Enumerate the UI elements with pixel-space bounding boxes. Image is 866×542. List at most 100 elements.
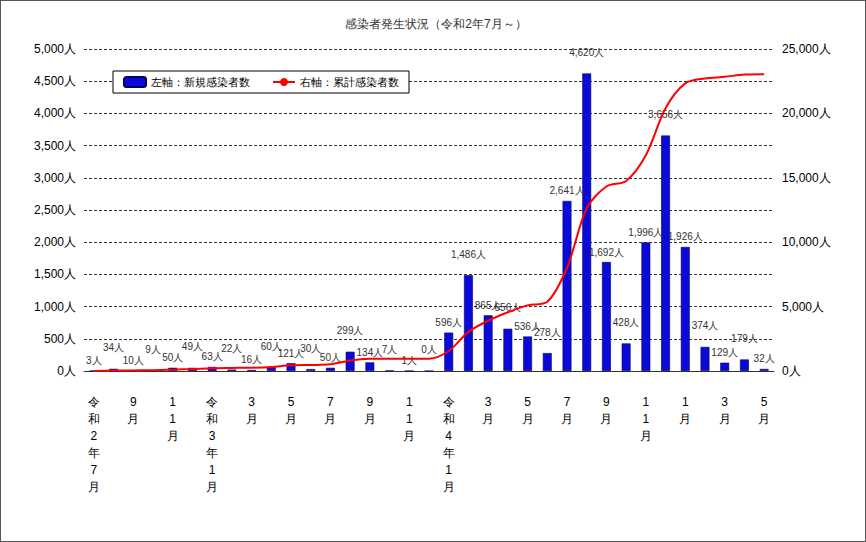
svg-text:3: 3 [209, 429, 216, 443]
svg-text:令: 令 [206, 395, 218, 409]
svg-text:129人: 129人 [711, 347, 738, 358]
svg-text:2: 2 [91, 429, 98, 443]
svg-text:2,500人: 2,500人 [34, 203, 76, 217]
svg-text:年: 年 [88, 446, 100, 460]
svg-text:4,500人: 4,500人 [34, 74, 76, 88]
svg-text:年: 年 [443, 446, 455, 460]
svg-text:左軸：新規感染者数: 左軸：新規感染者数 [151, 76, 250, 88]
svg-text:月: 月 [679, 412, 691, 426]
svg-text:3人: 3人 [86, 355, 102, 366]
svg-text:月: 月 [719, 412, 731, 426]
svg-text:1: 1 [406, 395, 413, 409]
svg-text:134人: 134人 [357, 347, 384, 358]
svg-text:月: 月 [127, 412, 139, 426]
svg-text:1: 1 [169, 395, 176, 409]
svg-text:9: 9 [603, 395, 610, 409]
svg-text:令: 令 [443, 395, 455, 409]
svg-text:月: 月 [364, 412, 376, 426]
svg-text:月: 月 [285, 412, 297, 426]
svg-text:299人: 299人 [337, 325, 364, 336]
svg-text:5: 5 [524, 395, 531, 409]
svg-text:5,000人: 5,000人 [782, 300, 824, 314]
svg-text:年: 年 [206, 446, 218, 460]
svg-text:1,500人: 1,500人 [34, 267, 76, 281]
svg-text:月: 月 [167, 429, 179, 443]
svg-text:32人: 32人 [754, 353, 775, 364]
svg-text:3: 3 [485, 395, 492, 409]
svg-text:10,000人: 10,000人 [782, 235, 831, 249]
svg-text:500人: 500人 [44, 332, 76, 346]
svg-text:右軸：累計感染者数: 右軸：累計感染者数 [300, 76, 399, 88]
svg-text:16人: 16人 [241, 354, 262, 365]
svg-text:4,000人: 4,000人 [34, 106, 76, 120]
svg-text:月: 月 [403, 429, 415, 443]
svg-text:和: 和 [206, 412, 218, 426]
svg-text:令: 令 [88, 395, 100, 409]
svg-text:1人: 1人 [402, 355, 418, 366]
svg-text:7: 7 [564, 395, 571, 409]
svg-text:月: 月 [88, 480, 100, 494]
svg-text:月: 月 [600, 412, 612, 426]
svg-text:1: 1 [169, 412, 176, 426]
svg-text:20,000人: 20,000人 [782, 106, 831, 120]
svg-text:1: 1 [209, 463, 216, 477]
svg-text:7人: 7人 [382, 344, 398, 355]
svg-text:22人: 22人 [221, 343, 242, 354]
svg-text:月: 月 [522, 412, 534, 426]
svg-text:2,000人: 2,000人 [34, 235, 76, 249]
svg-text:30人: 30人 [300, 343, 321, 354]
svg-text:月: 月 [443, 480, 455, 494]
svg-text:10人: 10人 [123, 355, 144, 366]
svg-text:0人: 0人 [782, 364, 801, 378]
svg-text:63人: 63人 [202, 351, 223, 362]
svg-text:4: 4 [445, 429, 452, 443]
svg-text:5: 5 [288, 395, 295, 409]
svg-text:3,000人: 3,000人 [34, 171, 76, 185]
svg-text:和: 和 [88, 412, 100, 426]
svg-text:月: 月 [640, 429, 652, 443]
svg-text:596人: 596人 [435, 317, 462, 328]
svg-text:9人: 9人 [145, 344, 161, 355]
svg-text:49人: 49人 [182, 341, 203, 352]
svg-text:1: 1 [682, 395, 689, 409]
svg-text:4,620人: 4,620人 [569, 47, 604, 58]
svg-text:5,000人: 5,000人 [34, 42, 76, 56]
svg-text:1,692人: 1,692人 [589, 247, 624, 258]
svg-text:3: 3 [248, 395, 255, 409]
svg-text:1: 1 [406, 412, 413, 426]
svg-text:15,000人: 15,000人 [782, 171, 831, 185]
svg-text:1,926人: 1,926人 [668, 231, 703, 242]
svg-text:9: 9 [130, 395, 137, 409]
svg-text:428人: 428人 [613, 317, 640, 328]
svg-text:3,656人: 3,656人 [648, 109, 683, 120]
svg-text:0人: 0人 [57, 364, 76, 378]
svg-text:7: 7 [91, 463, 98, 477]
svg-text:1,486人: 1,486人 [451, 249, 486, 260]
svg-text:月: 月 [482, 412, 494, 426]
svg-text:50人: 50人 [320, 352, 341, 363]
svg-text:月: 月 [206, 480, 218, 494]
svg-text:1,000人: 1,000人 [34, 300, 76, 314]
svg-text:1,996人: 1,996人 [628, 227, 663, 238]
svg-text:月: 月 [324, 412, 336, 426]
svg-text:374人: 374人 [692, 320, 719, 331]
svg-text:1: 1 [643, 412, 650, 426]
svg-text:3: 3 [721, 395, 728, 409]
svg-text:1: 1 [643, 395, 650, 409]
svg-text:7: 7 [327, 395, 334, 409]
svg-text:9: 9 [367, 395, 374, 409]
svg-text:月: 月 [246, 412, 258, 426]
svg-text:2,641人: 2,641人 [549, 185, 584, 196]
svg-text:和: 和 [443, 412, 455, 426]
svg-text:0人: 0人 [421, 344, 437, 355]
svg-text:5: 5 [761, 395, 768, 409]
svg-text:月: 月 [561, 412, 573, 426]
svg-text:278人: 278人 [534, 327, 561, 338]
svg-text:月: 月 [758, 412, 770, 426]
svg-text:34人: 34人 [103, 342, 124, 353]
svg-text:25,000人: 25,000人 [782, 42, 831, 56]
svg-text:179人: 179人 [731, 333, 758, 344]
svg-text:感染者発生状況（令和2年7月～）: 感染者発生状況（令和2年7月～） [345, 17, 526, 31]
svg-text:50人: 50人 [162, 352, 183, 363]
svg-text:1: 1 [445, 463, 452, 477]
